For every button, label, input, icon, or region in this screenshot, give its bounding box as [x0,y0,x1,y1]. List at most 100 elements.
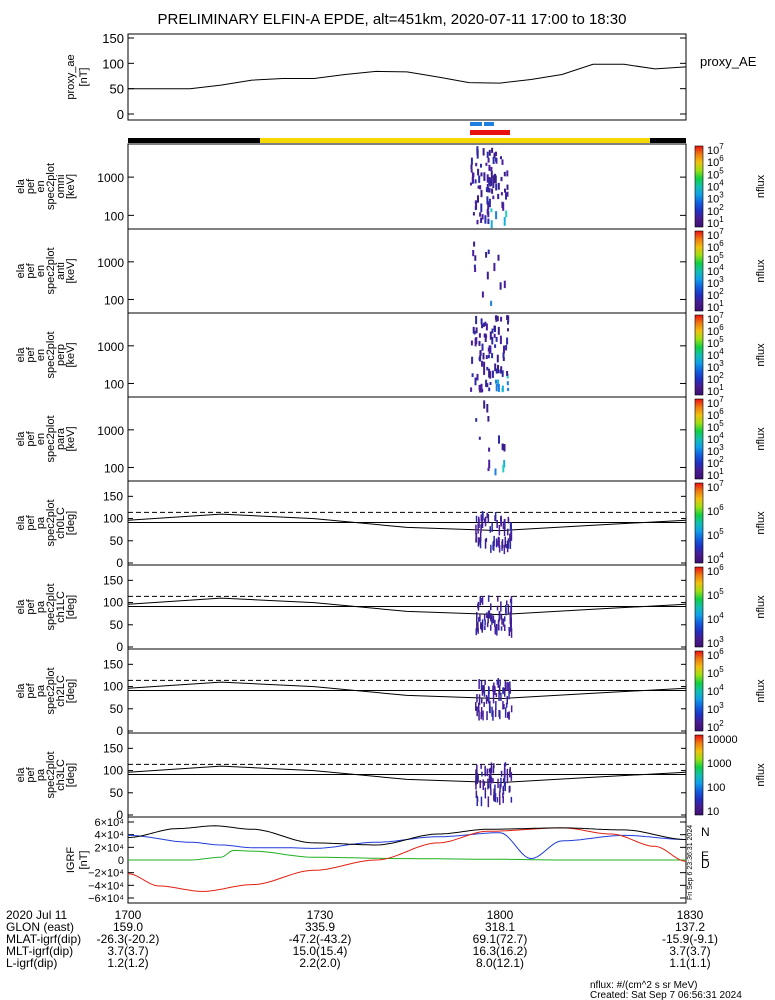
heatmap-cell [475,790,478,798]
heatmap-cell [480,189,483,198]
ytick-label: 1000 [97,340,124,354]
heatmap-cell [493,794,495,800]
ylabel-ch2LC-5: [deg] [65,679,77,703]
heatmap-cell [478,518,480,528]
heatmap-cell [488,773,491,784]
orbit-row-value: 16.3(16.2) [473,944,528,958]
heatmap-cell [503,703,505,709]
heatmap-cell [497,326,500,335]
heatmap-cell [506,191,509,197]
ytick-label: 50 [110,618,124,632]
heatmap-cell [475,781,477,790]
heatmap-cell [483,367,486,375]
heatmap-cell [503,519,506,524]
heatmap-cell [500,770,503,777]
ytick-label: 100 [104,293,124,307]
heatmap-cell [495,693,498,698]
heatmap-cell [481,596,484,605]
heatmap-cell [496,605,499,611]
heatmap-cell [491,522,493,532]
heatmap-cell [481,360,483,367]
heatmap-cell [493,262,496,272]
heatmap-cell [487,796,490,808]
ylabel-ch3LC-1: pef [25,766,37,782]
heatmap-cell [485,379,488,387]
heatmap-cell [478,694,481,705]
heatmap-cell [478,436,481,440]
heatmap-cell [475,337,478,345]
heatmap-cell [494,708,497,718]
ylabel-ch3LC-3: spec2plot [45,751,57,798]
ylabel-ch2LC-2: pa [35,684,47,697]
ytick-label: 50 [110,786,124,800]
heatmap-cell [475,702,477,711]
heatmap-cell [507,518,510,524]
heatmap-cell [509,681,511,690]
heatmap-cell [510,596,513,604]
heatmap-cell [493,682,495,693]
heatmap-cell [491,353,494,359]
heatmap-cell [489,331,492,340]
heatmap-cell [491,615,493,625]
heatmap-cell [503,459,506,468]
heatmap-cell [499,710,501,720]
heatmap-cell [487,595,490,602]
heatmap-cell [500,316,503,322]
ylabel-para-1: pef [25,430,37,446]
ylabel-ch3LC-0: ela [15,767,27,783]
heatmap-cell [503,525,506,536]
heatmap-cell [488,687,490,695]
heatmap-cell [483,781,486,786]
heatmap-cell [480,217,483,223]
heatmap-cell [487,778,489,790]
heatmap-cell [494,619,496,628]
heatmap-cell [478,516,480,524]
ytick-label: 1000 [97,256,124,270]
colorbar-tick-label: 106 [707,503,724,518]
heatmap-cell [478,616,480,622]
heatmap-cell [490,208,493,213]
heatmap-cell [491,147,494,153]
heatmap-cell [502,464,505,473]
heatmap-cell [486,271,489,280]
ytick-label: 100 [103,680,123,694]
heatmap-cell [498,537,500,549]
series-line-E [128,849,686,861]
ylabel-anti-3: spec2plot [45,247,57,294]
heatmap-cell [479,212,482,217]
heatmap-cell [499,679,501,686]
series-line-proxy-ae [128,63,687,90]
heatmap-cell [505,544,508,549]
colorbar [694,145,704,228]
heatmap-cell [491,188,494,194]
heatmap-cell [490,778,493,784]
heatmap-cell [471,373,474,377]
bar-yellow [260,138,650,143]
heatmap-cell [504,688,506,697]
heatmap-cell [506,184,509,190]
ylabel-anti-5: [keV] [65,258,77,283]
heatmap-cell [475,769,477,775]
ylabel-ch0LC-2: pa [35,516,47,529]
heatmap-cell [508,690,510,700]
heatmap-cell [498,545,501,553]
colorbar-label: nflux [755,343,767,367]
orbit-row-value: -26.3(-20.2) [97,932,160,946]
heatmap-cell [503,776,506,787]
colorbar [694,482,704,564]
heatmap-cell [490,603,492,611]
heatmap-cell [504,616,506,622]
colorbar-label: nflux [755,679,767,703]
heatmap-cell [510,705,513,713]
heatmap-cell [480,764,482,769]
heatmap-cell [487,249,490,255]
orbit-row-value: 1800 [487,908,514,922]
heatmap-cell [488,345,491,354]
heatmap-cell [492,615,495,622]
colorbar [694,230,704,312]
heatmap-cell [502,796,504,804]
heatmap-cell [473,264,476,268]
heatmap-cell [480,712,482,720]
heatmap-cell [483,702,485,707]
